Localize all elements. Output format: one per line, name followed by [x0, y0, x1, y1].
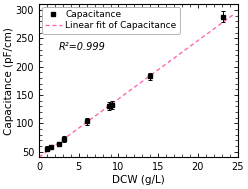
Legend: Capacitance, Linear fit of Capacitance: Capacitance, Linear fit of Capacitance [42, 7, 180, 34]
Text: R²=0.999: R²=0.999 [59, 42, 106, 52]
X-axis label: DCW (g/L): DCW (g/L) [112, 175, 165, 185]
Y-axis label: Capacitance (pF/cm): Capacitance (pF/cm) [4, 27, 14, 135]
